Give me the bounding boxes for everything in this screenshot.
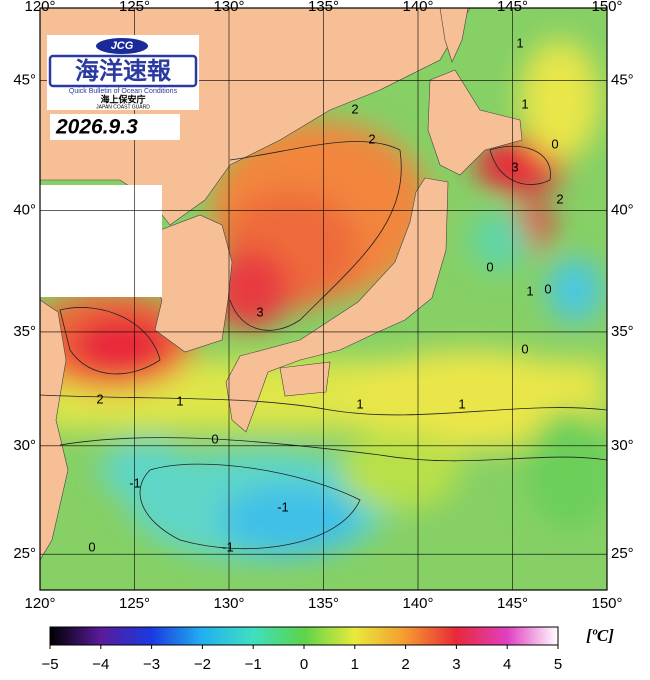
colorbar-tick-label: −2 [194, 656, 211, 673]
x-tick-label: 140° [402, 595, 433, 612]
colorbar-tick-label: −1 [245, 656, 262, 673]
contour-label: 3 [256, 304, 263, 319]
y-tick-label: 25° [13, 545, 36, 562]
y-tick-label: 45° [611, 71, 634, 88]
colorbar-tick-label: 4 [503, 656, 511, 673]
contour-label: 0 [88, 539, 95, 554]
y-tick-label: 40° [13, 202, 36, 219]
contour-label: 1 [176, 393, 183, 408]
contour-label: -1 [277, 499, 289, 514]
y-tick-label: 30° [611, 437, 634, 454]
contour-label: -1 [129, 475, 141, 490]
y-tick-label: 35° [611, 323, 634, 340]
colorbar-tick-label: −4 [92, 656, 109, 673]
x-tick-label: 130° [213, 595, 244, 612]
contour-label: 0 [211, 431, 218, 446]
contour-label: 0 [544, 281, 551, 296]
contour-label: 1 [516, 35, 523, 50]
logo-subtitle: Quick Bulletin of Ocean Conditions [69, 88, 178, 95]
contour-label: 0 [551, 136, 558, 151]
colorbar-tick-label: 3 [452, 656, 460, 673]
colorbar-tick-label: 0 [300, 656, 308, 673]
contour-label: 2 [96, 391, 103, 406]
date: 2026.9.3 [55, 116, 138, 139]
y-tick-label: 25° [611, 545, 634, 562]
colorbar-tick-label: 5 [554, 656, 562, 673]
y-tick-label: 35° [13, 323, 36, 340]
logo-title-frame [48, 54, 198, 88]
logo-agency: 海上保安庁 [100, 94, 145, 106]
contour-label: 0 [521, 341, 528, 356]
contour-label: 1 [526, 283, 533, 298]
map-frame [39, 7, 608, 591]
colorbar [49, 626, 559, 646]
colorbar-unit: [ºC] [586, 626, 614, 645]
contours [40, 141, 607, 550]
y-tick-label: 30° [13, 437, 36, 454]
contour-label: 2 [556, 191, 563, 206]
x-tick-label: 125° [119, 595, 150, 612]
y-tick-label: 40° [611, 202, 634, 219]
contour-label: 1 [521, 96, 528, 111]
y-tick-label: 45° [13, 71, 36, 88]
contour-label: 1 [458, 396, 465, 411]
contour-label: 2 [351, 101, 358, 116]
contour-label: 2 [368, 131, 375, 146]
x-tick-label: 120° [24, 595, 55, 612]
colorbar-tick-label: 1 [351, 656, 359, 673]
colorbar-tick-label: −3 [143, 656, 160, 673]
contour-label: 3 [511, 159, 518, 174]
logo: JCG 海洋速報 Quick Bulletin of Ocean Conditi… [47, 35, 199, 140]
colorbar-tick-label: −5 [41, 656, 58, 673]
contour-label: -1 [222, 539, 234, 554]
logo-badge-bg [96, 38, 148, 54]
no-data [40, 185, 162, 297]
x-tick-label: 145° [497, 595, 528, 612]
contour-label: 0 [486, 259, 493, 274]
logo-agency-en: JAPAN COAST GUARD [96, 104, 150, 110]
logo-title: 海洋速報 [75, 57, 172, 85]
colorbar-tick-label: 2 [401, 656, 409, 673]
date-box [50, 114, 180, 140]
logo-badge: JCG [111, 40, 134, 52]
contour-label: 1 [356, 396, 363, 411]
colorbar-ticks: −5 −4 −3 −2 −1 0 1 2 3 4 5 [41, 645, 562, 673]
x-tick-label: 150° [591, 595, 622, 612]
x-tick-label: 135° [308, 595, 339, 612]
